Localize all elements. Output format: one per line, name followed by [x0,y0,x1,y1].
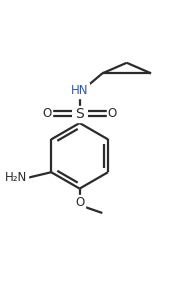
Text: O: O [108,107,117,120]
Text: O: O [75,196,84,209]
Text: H₂N: H₂N [5,171,27,184]
Text: O: O [42,107,51,120]
Text: HN: HN [71,84,88,97]
Text: S: S [75,107,84,121]
